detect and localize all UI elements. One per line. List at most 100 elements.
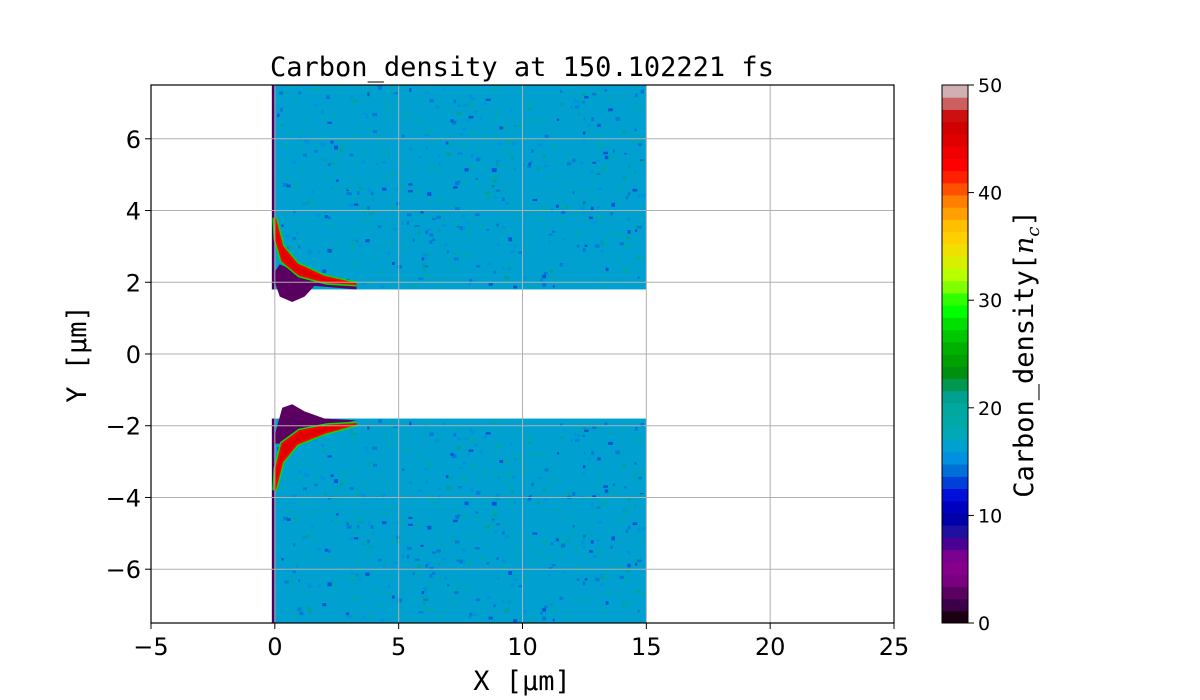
upper-target-cell [365, 239, 370, 243]
lower-target-cell [455, 557, 459, 560]
lower-target-cell [635, 589, 640, 593]
lower-target-cell [496, 557, 499, 560]
lower-target-cell [542, 608, 547, 612]
upper-target-cell [540, 278, 543, 282]
upper-target-cell [368, 187, 371, 192]
upper-target-cell [548, 233, 553, 236]
lower-target-cell [381, 501, 386, 505]
lower-target-cell [496, 493, 501, 496]
lower-target-cell [341, 443, 345, 447]
lower-target-cell [529, 494, 532, 497]
upper-target-cell [513, 285, 518, 289]
lower-target-cell [372, 446, 378, 450]
lower-target-cell [622, 509, 626, 512]
lower-target-cell [294, 522, 297, 527]
colorbar-segment [942, 415, 968, 428]
colorbar [942, 85, 968, 624]
upper-target-cell [280, 163, 283, 167]
lower-target-cell [513, 458, 517, 461]
upper-target-cell [326, 176, 329, 179]
upper-target-cell [470, 153, 474, 158]
lower-target-cell [298, 470, 302, 474]
upper-target-cell [610, 154, 613, 157]
upper-target-cell [600, 249, 604, 253]
lower-target-cell [349, 574, 354, 579]
upper-target-cell [279, 91, 284, 95]
upper-target-cell [437, 232, 442, 236]
lower-target-cell [419, 548, 422, 551]
lower-target-cell [633, 474, 637, 478]
lower-target-cell [425, 564, 429, 568]
colorbar-frame [941, 84, 969, 624]
upper-target-cell [503, 126, 509, 130]
upper-target-cell [355, 153, 358, 157]
upper-target-cell [627, 216, 631, 221]
lower-target-cell [560, 483, 566, 486]
lower-target-cell [606, 591, 611, 595]
upper-target-cell [455, 196, 458, 200]
lower-target-cell [622, 464, 626, 468]
lower-target-cell [476, 516, 480, 521]
upper-target-cell [338, 140, 343, 143]
x-axis: −5 0 5 10 15 20 25 [133, 623, 909, 661]
upper-target-cell [471, 97, 475, 101]
colorbar-segment [942, 610, 968, 624]
lower-target-cell [516, 546, 521, 549]
colorbar-segment [942, 512, 968, 526]
lower-target-cell [422, 586, 428, 590]
upper-target-cell [442, 274, 447, 279]
lower-target-cell [311, 614, 315, 618]
lower-target-cell [363, 446, 368, 449]
upper-target-cell [349, 153, 354, 157]
lower-target-cell [461, 559, 466, 564]
upper-target-cell [570, 105, 573, 109]
lower-target-cell [483, 468, 488, 473]
upper-target-cell [505, 201, 510, 206]
colorbar-segment [942, 243, 968, 257]
lower-target-cell [555, 538, 559, 542]
lower-target-cell [545, 492, 549, 495]
upper-target-cell [316, 129, 321, 133]
lower-target-cell [361, 482, 366, 485]
lower-target-cell [463, 437, 468, 440]
colorbar-segment [942, 366, 968, 379]
upper-target-cell [559, 218, 564, 223]
lower-target-cell [601, 613, 605, 616]
upper-target-cell [546, 176, 549, 181]
y-tick-label: 6 [126, 126, 141, 154]
colorbar-segment [942, 268, 968, 282]
upper-target-cell [435, 105, 440, 109]
upper-target-cell [408, 235, 412, 239]
upper-target-cell [379, 158, 382, 161]
upper-target-cell [384, 101, 388, 105]
upper-target-cell [604, 155, 609, 160]
lower-target-cell [461, 548, 466, 552]
upper-target-cell [633, 225, 637, 229]
lower-target-cell [341, 496, 344, 500]
upper-target-cell [619, 242, 625, 246]
upper-target-cell [586, 163, 591, 166]
upper-target-cell [359, 220, 363, 223]
upper-target-cell [474, 110, 478, 114]
lower-target-cell [284, 477, 288, 482]
lower-target-cell [509, 473, 514, 477]
upper-target-cell [389, 109, 393, 114]
upper-target-cell [640, 100, 644, 103]
upper-target-cell [633, 105, 637, 110]
lower-target-cell [392, 561, 398, 565]
colorbar-segment [942, 231, 968, 245]
upper-target-cell [395, 94, 400, 98]
lower-target-cell [584, 429, 589, 432]
upper-target-cell [300, 169, 305, 172]
upper-target-cell [381, 161, 386, 164]
upper-target-cell [493, 270, 496, 274]
lower-target-cell [600, 575, 604, 580]
upper-target-cell [417, 230, 421, 235]
lower-target-cell [314, 437, 319, 441]
upper-target-cell [289, 131, 293, 134]
upper-target-cell [624, 244, 630, 248]
lower-target-cell [366, 554, 370, 559]
lower-target-cell [640, 423, 644, 427]
lower-target-cell [604, 489, 609, 493]
upper-target-cell [631, 266, 635, 269]
